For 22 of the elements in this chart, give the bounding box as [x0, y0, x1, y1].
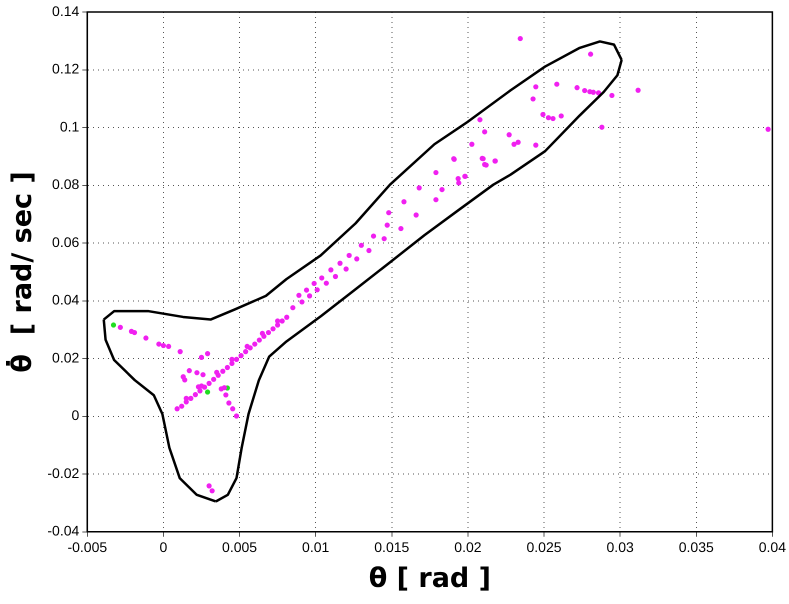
- y-tick-label: 0.02: [52, 349, 80, 366]
- x-tick-label: 0: [160, 539, 168, 556]
- x-tick-label: 0.025: [526, 539, 562, 556]
- y-axis-title: θ̇ [ rad/ sec ]: [5, 171, 38, 373]
- x-tick-label: 0.005: [222, 539, 258, 556]
- x-tick-label: -0.005: [67, 539, 108, 556]
- x-tick-label: 0.01: [302, 539, 330, 556]
- x-tick-label: 0.035: [678, 539, 714, 556]
- x-tick-label: 0.02: [454, 539, 482, 556]
- y-tick-label: 0: [72, 407, 80, 424]
- y-tick-label: 0.06: [52, 234, 80, 250]
- y-tick-label: -0.02: [47, 464, 80, 481]
- x-axis-title: θ [ rad ]: [368, 562, 491, 594]
- y-tick-label: 0.1: [60, 118, 80, 134]
- y-tick-label: 0.08: [52, 176, 80, 192]
- x-tick-label: 0.03: [606, 539, 634, 556]
- y-tick-label: -0.04: [47, 522, 80, 539]
- x-tick-label: 0.04: [758, 539, 786, 556]
- x-tick-label: 0.015: [374, 539, 410, 556]
- y-tick-label: 0.14: [52, 2, 80, 19]
- y-tick-label: 0.12: [52, 60, 80, 77]
- y-tick-label: 0.04: [52, 292, 80, 308]
